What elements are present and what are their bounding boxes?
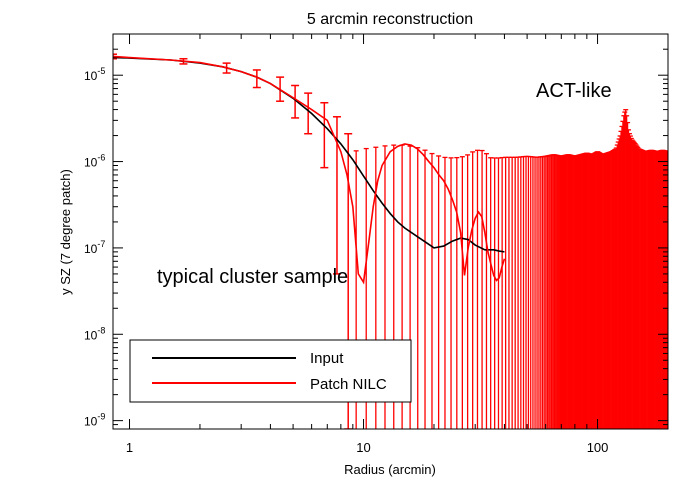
y-tick-label: 10-7	[84, 239, 105, 256]
x-axis-label: Radius (arcmin)	[344, 462, 436, 477]
nilc-errorbar-band	[353, 109, 668, 429]
plot-frame	[112, 33, 669, 430]
plot-area	[113, 53, 668, 429]
x-tick-label: 1	[126, 440, 133, 455]
series-input-line	[113, 56, 505, 253]
y-tick-label: 10-9	[84, 412, 105, 429]
annotation-typical-cluster-sample: typical cluster sample	[157, 266, 348, 288]
axes: 1 10 100 10-9 10-8 10-7 10-6 10-5	[84, 33, 669, 455]
y-tick-label: 10-5	[84, 66, 105, 83]
legend-label-patch-nilc: Patch NILC	[310, 376, 387, 393]
y-axis-label: y SZ (7 degree patch)	[58, 169, 73, 295]
legend: Input Patch NILC	[129, 339, 412, 403]
chart-title: 5 arcmin reconstruction	[307, 11, 473, 28]
legend-label-input: Input	[310, 350, 344, 367]
x-tick-label: 100	[587, 440, 609, 455]
y-tick-label: 10-6	[84, 153, 105, 170]
legend-frame	[129, 339, 412, 403]
series-patch-nilc-line	[113, 55, 506, 285]
y-tick-label: 10-8	[84, 325, 105, 342]
x-tick-label: 10	[356, 440, 370, 455]
annotation-act-like: ACT-like	[536, 80, 612, 102]
